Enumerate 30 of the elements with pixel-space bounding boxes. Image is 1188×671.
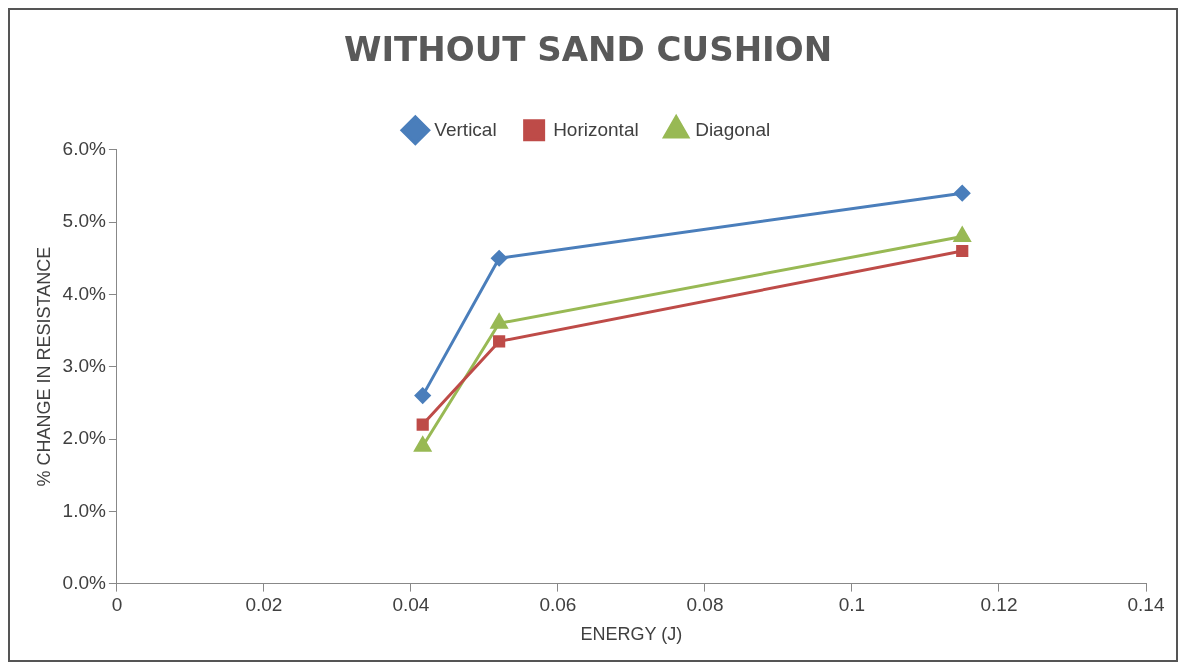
x-tick-label: 0 <box>111 594 123 616</box>
x-tick-label: 0.02 <box>245 594 283 616</box>
point <box>414 436 432 452</box>
y-tick-label: 2.0% <box>62 427 107 449</box>
x-axis-title: ENERGY (J) <box>580 624 683 645</box>
y-tick-label: 1.0% <box>62 499 107 521</box>
y-tick-label: 4.0% <box>62 282 107 304</box>
point <box>954 185 971 202</box>
point <box>491 250 508 267</box>
y-tick-label: 0.0% <box>62 571 107 593</box>
x-tick-label: 0.08 <box>686 594 724 616</box>
point <box>953 227 971 243</box>
point <box>490 313 508 329</box>
y-tick-label: 5.0% <box>62 210 107 232</box>
chart-title: WITHOUT SAND CUSHION <box>343 29 833 70</box>
point <box>956 244 969 258</box>
y-tick-label: 3.0% <box>62 354 107 376</box>
point <box>416 418 429 431</box>
x-tick-label: 0.06 <box>539 594 577 616</box>
legend-label: Vertical <box>434 118 497 140</box>
point <box>414 387 431 404</box>
y-axis-title: % CHANGE IN RESISTANCE <box>33 246 54 487</box>
x-tick-label: 0.1 <box>838 594 866 616</box>
legend-label: Horizontal <box>553 118 639 140</box>
point <box>493 335 506 348</box>
x-tick-label: 0.12 <box>980 594 1018 616</box>
x-tick-label: 0.14 <box>1127 594 1165 616</box>
x-tick-label: 0.04 <box>392 594 430 616</box>
legend-label: Diagonal <box>695 118 771 140</box>
y-tick-label: 6.0% <box>62 138 107 160</box>
